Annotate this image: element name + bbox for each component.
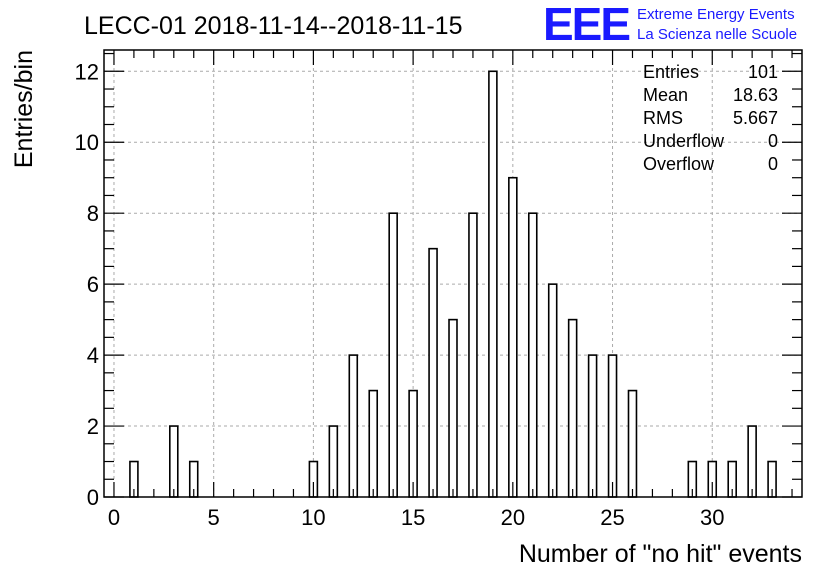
histogram-bar [388,212,398,498]
histogram-bar [368,389,379,498]
histogram-bar [607,354,618,498]
axis-ticks [104,50,802,498]
logo-mark: EEE [543,0,629,50]
stats-value: 18.63 [733,85,778,105]
y-tick-label: 2 [87,414,99,439]
histogram-bars [129,70,777,498]
x-tick-label: 0 [108,505,120,530]
histogram-bar [488,70,498,498]
eee-logo: EEE Extreme Energy Events La Scienza nel… [543,0,797,50]
histogram-bar [169,425,179,498]
logo-line-2: La Scienza nelle Scuole [637,26,797,43]
histogram-bar [567,318,578,498]
histogram-bar [328,425,339,498]
histogram-bar [468,212,478,498]
x-tick-labels: 0 5 10 15 20 25 30 [108,505,725,530]
y-tick-label: 4 [87,343,99,368]
y-tick-label: 10 [75,130,99,155]
stats-box: Entries 101 Mean 18.63 RMS 5.667 Underflow 0 Ove… [643,62,778,174]
y-tick-label: 8 [87,201,99,226]
histogram-bar [508,176,518,498]
y-tick-labels: 0 2 4 6 8 10 12 [75,59,99,510]
y-tick-label: 0 [87,485,99,510]
stats-label: Mean [643,85,688,105]
stats-value: 5.667 [733,108,778,128]
stats-label: Overflow [643,154,715,174]
histogram-bar [747,425,757,498]
histogram-bar [448,318,458,498]
x-tick-label: 5 [208,505,220,530]
histogram-bar [527,212,538,498]
chart-title: LECC-01 2018-11-14--2018-11-15 [84,12,462,40]
x-tick-label: 30 [700,505,724,530]
y-tick-label: 12 [75,59,99,84]
histogram-bar [547,283,558,498]
stats-label: Entries [643,62,699,82]
x-tick-label: 25 [600,505,624,530]
stats-label: Underflow [643,131,725,151]
logo-line-1: Extreme Energy Events [637,6,795,23]
y-tick-label: 6 [87,272,99,297]
x-tick-label: 10 [301,505,325,530]
histogram-bar [587,354,598,498]
x-tick-label: 15 [401,505,425,530]
stats-value: 0 [768,154,778,174]
x-tick-label: 20 [501,505,525,530]
stats-value: 0 [768,131,778,151]
histogram-bar [627,389,638,498]
histogram-bar [428,247,438,498]
y-axis-title: Entries/bin [10,50,38,168]
histogram-bar [348,354,359,498]
x-axis-title: Number of "no hit" events [519,540,802,568]
stats-value: 101 [748,62,778,82]
stats-label: RMS [643,108,683,128]
histogram-bar [408,389,418,498]
